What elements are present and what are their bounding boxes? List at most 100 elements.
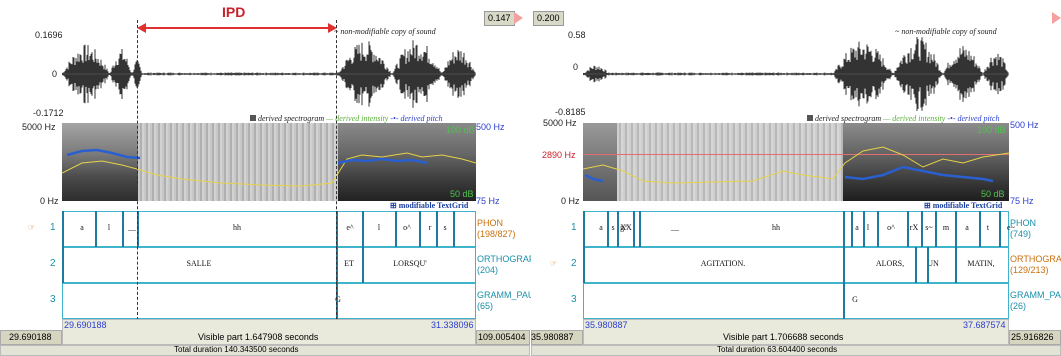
right-tier1-segment[interactable]: XX	[620, 223, 632, 232]
left-tier1-boundary[interactable]	[453, 211, 455, 247]
left-tier1-boundary[interactable]	[336, 211, 338, 247]
right-tier2-boundary[interactable]	[843, 247, 845, 283]
left-tier1-segment[interactable]: l	[107, 223, 111, 232]
textgrid-icon: ⊞	[390, 201, 397, 210]
right-tier1-segment[interactable]: hh	[772, 223, 780, 232]
left-tier2-segment[interactable]: LORSQU'	[393, 259, 427, 268]
left-tier2-boundary[interactable]	[336, 247, 338, 283]
right-cursor-value[interactable]: 0.200	[533, 11, 564, 26]
right-tier1-boundary[interactable]	[863, 211, 865, 247]
right-tier1-segment[interactable]: m	[942, 223, 950, 232]
left-tier1-boundary[interactable]	[395, 211, 397, 247]
right-tier1-boundary[interactable]	[907, 211, 909, 247]
right-tier1-segment[interactable]: a	[965, 223, 969, 232]
left-tier-1[interactable]	[62, 211, 476, 247]
left-tier2-boundary[interactable]	[62, 247, 64, 283]
right-tier1-segment[interactable]: t	[986, 223, 990, 232]
right-cursor-freq: 2890 Hz	[542, 150, 576, 160]
left-tier1-segment[interactable]: s	[443, 223, 447, 232]
right-tier1-boundary[interactable]	[921, 211, 923, 247]
left-tier1-boundary[interactable]	[122, 211, 124, 247]
right-tier1-segment[interactable]: e~	[1007, 223, 1015, 232]
right-tier2-boundary[interactable]	[583, 247, 585, 283]
left-tier1-boundary[interactable]	[137, 211, 139, 247]
left-tier1-boundary[interactable]	[436, 211, 438, 247]
right-spectrogram[interactable]: 100 dB 50 dB	[583, 123, 1009, 201]
right-textgrid-caption-text: modifiable TextGrid	[932, 201, 1003, 210]
right-tier1-segment[interactable]: rX	[909, 223, 919, 232]
right-outer-bar-left[interactable]	[531, 330, 583, 345]
right-tier1-boundary[interactable]	[877, 211, 879, 247]
right-tier1-segment[interactable]: a	[599, 223, 603, 232]
right-tier1-segment[interactable]: l	[866, 223, 870, 232]
right-tier1-segment[interactable]: s~	[925, 223, 933, 232]
right-waveform[interactable]	[583, 34, 1009, 114]
left-visible-bar[interactable]	[62, 319, 476, 345]
left-tier1-segment[interactable]: e^	[346, 223, 354, 232]
play-triangle-icon[interactable]	[514, 12, 523, 24]
right-tier2-segment[interactable]: MATIN,	[967, 259, 995, 268]
left-spectrogram[interactable]: 100 dB 50 dB	[62, 123, 476, 201]
left-tier1-boundary[interactable]	[419, 211, 421, 247]
right-wave-max: 0.58	[568, 30, 586, 40]
left-selection-line-end[interactable]	[336, 20, 337, 320]
left-tier1-boundary[interactable]	[62, 211, 64, 247]
right-tier3-segment[interactable]: G	[852, 295, 858, 304]
left-tier1-segment[interactable]: l	[377, 223, 381, 232]
right-tier1-boundary[interactable]	[639, 211, 641, 247]
right-tier2-segment[interactable]: ALORS,	[875, 259, 905, 268]
left-waveform[interactable]	[62, 34, 476, 114]
right-tier1-segment[interactable]: o^	[887, 223, 895, 232]
left-outer-bar-left[interactable]	[0, 330, 62, 345]
left-tier1-boundary[interactable]	[362, 211, 364, 247]
right-play-triangle-icon[interactable]	[1052, 12, 1061, 24]
left-tier1-segment[interactable]: hh	[233, 223, 241, 232]
left-tier2-segment[interactable]: SALLE	[186, 259, 212, 268]
right-visible-bar[interactable]	[583, 319, 1009, 345]
left-tier1-segment[interactable]: r	[428, 223, 432, 232]
left-tier3-segment[interactable]: G	[335, 295, 341, 304]
right-tier1-boundary[interactable]	[999, 211, 1001, 247]
right-tier1-boundary[interactable]	[979, 211, 981, 247]
right-tier1-boundary[interactable]	[607, 211, 609, 247]
left-outer-bar-right[interactable]	[476, 330, 530, 345]
right-tier1-segment[interactable]: s	[611, 223, 615, 232]
right-tier1-segment[interactable]: __	[671, 223, 679, 232]
left-tier1-boundary[interactable]	[95, 211, 97, 247]
right-tier1-boundary[interactable]	[955, 211, 957, 247]
right-tier-2[interactable]	[583, 247, 1009, 283]
right-tier2-boundary[interactable]	[955, 247, 957, 283]
left-tier2-boundary[interactable]	[362, 247, 364, 283]
right-tier2-count: (129/213)	[1010, 265, 1049, 275]
left-tier3-boundary[interactable]	[336, 283, 338, 319]
right-pitch-top: 500 Hz	[1010, 120, 1039, 130]
right-tier2-boundary[interactable]	[915, 247, 917, 283]
right-tier2-segment[interactable]: UN	[927, 259, 939, 268]
left-tier-3[interactable]	[62, 283, 476, 319]
left-sel-end: 31.338096	[431, 320, 474, 330]
left-tier1-segment[interactable]: o^	[403, 223, 411, 232]
left-cursor-value[interactable]: 0.147	[484, 11, 515, 26]
right-tier-1[interactable]	[583, 211, 1009, 247]
right-tier2-segment[interactable]: AGITATION.	[700, 259, 746, 268]
left-tier1-segment[interactable]: __	[128, 223, 136, 232]
left-tier1-segment[interactable]: a	[80, 223, 84, 232]
left-tier-2[interactable]	[62, 247, 476, 283]
left-tier2-segment[interactable]: ET	[344, 259, 354, 268]
left-spec-band-1	[62, 123, 138, 201]
left-selection-line-start[interactable]	[137, 20, 138, 320]
right-tier2-boundary[interactable]	[927, 247, 929, 283]
right-total-duration: Total duration 63.604400 seconds	[717, 345, 838, 354]
right-tier1-boundary[interactable]	[617, 211, 619, 247]
right-tier-3[interactable]	[583, 283, 1009, 319]
right-tier1-boundary[interactable]	[633, 211, 635, 247]
right-tier1-boundary[interactable]	[851, 211, 853, 247]
right-legend-intensity: derived intensity	[892, 114, 946, 123]
left-spec-band-2	[138, 123, 338, 201]
right-tier1-segment[interactable]: a	[855, 223, 859, 232]
right-tier3-boundary[interactable]	[843, 283, 845, 319]
right-tier1-segment[interactable]: g^	[620, 223, 628, 232]
right-tier1-boundary[interactable]	[935, 211, 937, 247]
right-tier1-boundary[interactable]	[583, 211, 585, 247]
right-tier1-boundary[interactable]	[843, 211, 845, 247]
